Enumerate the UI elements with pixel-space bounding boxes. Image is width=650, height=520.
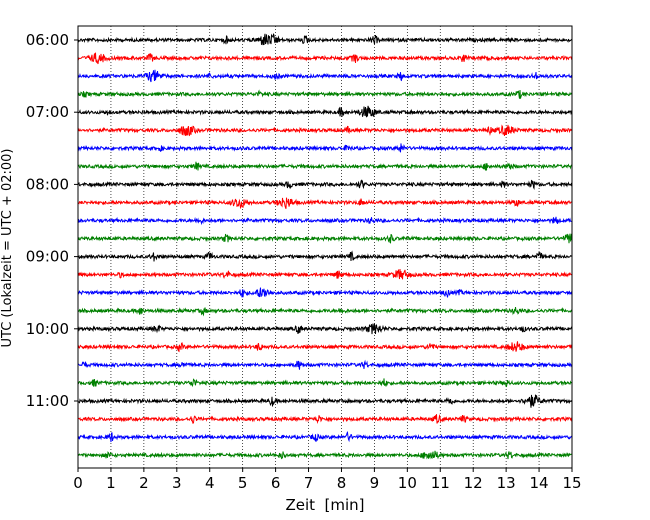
seismic-traces	[77, 32, 573, 460]
x-tick-label: 10	[398, 474, 417, 492]
y-tick-label: 10:00	[26, 320, 69, 338]
y-tick-label: 09:00	[26, 248, 69, 266]
seismic-trace	[77, 179, 573, 191]
seismic-trace	[77, 378, 573, 388]
seismic-trace	[77, 89, 573, 99]
x-tick-label: 3	[172, 474, 182, 492]
y-tick-label: 06:00	[26, 31, 69, 49]
x-tick-label: 6	[271, 474, 281, 492]
plot-frame	[77, 25, 573, 469]
x-tick-label: 4	[205, 474, 215, 492]
y-tick-label: 11:00	[26, 392, 69, 410]
seismic-trace	[77, 105, 573, 118]
seismic-trace	[77, 394, 573, 408]
y-axis-ticks: 06:00 07:00 08:00 09:00 10:00 11:00	[26, 31, 78, 410]
seismic-trace	[77, 307, 573, 317]
x-tick-label: 15	[562, 474, 581, 492]
x-axis-label: Zeit [min]	[285, 496, 364, 514]
x-tick-label: 1	[106, 474, 116, 492]
seismic-trace	[77, 216, 573, 226]
seismic-trace	[77, 287, 573, 298]
y-tick-label: 08:00	[26, 175, 69, 193]
seismic-trace	[77, 250, 573, 262]
x-tick-label: 12	[464, 474, 483, 492]
x-tick-label: 8	[337, 474, 347, 492]
seismic-trace	[77, 69, 573, 83]
x-tick-label: 0	[73, 474, 83, 492]
seismic-trace	[77, 124, 573, 137]
x-tick-label: 13	[497, 474, 516, 492]
seismic-trace	[77, 52, 573, 65]
x-tick-label: 14	[530, 474, 549, 492]
x-tick-label: 9	[370, 474, 380, 492]
x-tick-label: 7	[304, 474, 314, 492]
seismic-trace	[77, 430, 573, 443]
seismic-trace	[77, 197, 573, 210]
x-axis-ticks: 0 1 2 3 4 5 6 7 8 9 10 11 12 13 14 15	[73, 468, 582, 492]
seismic-trace	[77, 341, 573, 353]
seismic-trace	[77, 233, 573, 244]
seismic-trace	[77, 32, 573, 46]
seismic-trace	[77, 414, 573, 425]
seismic-trace	[77, 323, 573, 335]
y-axis-label: UTC (Lokalzeit = UTC + 02:00)	[0, 149, 15, 348]
seismic-trace	[77, 450, 573, 460]
y-tick-label: 07:00	[26, 103, 69, 121]
seismic-trace	[77, 359, 573, 370]
seismic-trace	[77, 143, 573, 153]
seismic-trace	[77, 269, 573, 280]
x-tick-label: 11	[431, 474, 450, 492]
seismic-trace	[77, 161, 573, 171]
x-tick-label: 2	[139, 474, 149, 492]
x-tick-label: 5	[238, 474, 248, 492]
